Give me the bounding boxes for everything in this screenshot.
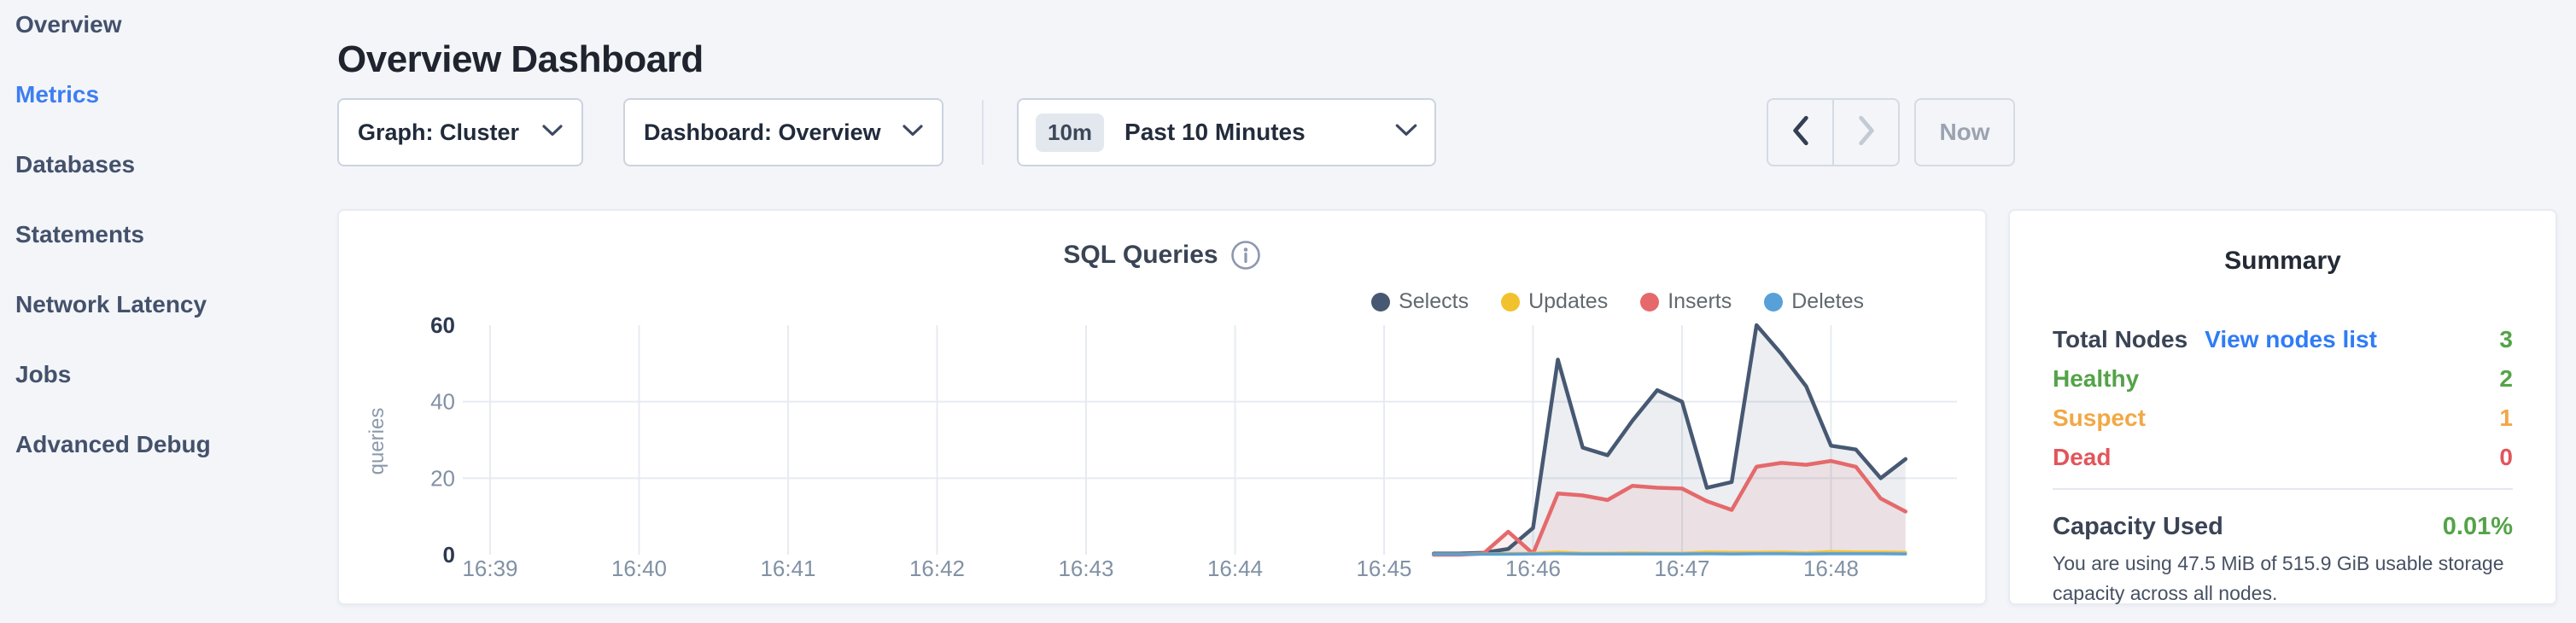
time-range-selector[interactable]: 10m Past 10 Minutes <box>1017 98 1436 166</box>
summary-card: Summary Total Nodes View nodes list 3 He… <box>2008 209 2557 605</box>
summary-row-value: 0 <box>2499 444 2513 470</box>
legend-label: Selects <box>1399 289 1469 313</box>
x-axis-tick-label: 16:44 <box>1207 556 1263 581</box>
legend-label: Deletes <box>1791 289 1864 313</box>
legend-item-selects: Selects <box>1371 289 1469 314</box>
chevron-down-icon <box>542 124 563 141</box>
legend-item-updates: Updates <box>1501 289 1608 314</box>
chevron-down-icon <box>902 124 923 141</box>
sidebar-item-databases[interactable]: Databases <box>15 151 136 178</box>
chevron-down-icon <box>1395 124 1417 141</box>
dashboard-dropdown[interactable]: Dashboard: Overview <box>623 98 943 166</box>
summary-title: Summary <box>2224 247 2341 275</box>
graph-scope-dropdown[interactable]: Graph: Cluster <box>337 98 583 166</box>
time-step-buttons <box>1767 98 1900 166</box>
controls-divider <box>982 100 984 165</box>
legend-item-deletes: Deletes <box>1764 289 1864 314</box>
deletes-series-dot-icon <box>1764 292 1784 312</box>
page-title: Overview Dashboard <box>337 38 704 81</box>
x-axis-tick-label: 16:46 <box>1505 556 1561 581</box>
y-axis-tick-label: 40 <box>430 389 455 415</box>
summary-row-label: Healthy <box>2053 365 2140 392</box>
sidebar-item-advanced-debug[interactable]: Advanced Debug <box>15 431 211 457</box>
capacity-description: You are using 47.5 MiB of 515.9 GiB usab… <box>2053 552 2504 604</box>
summary-row-healthy: Healthy 2 <box>2053 359 2513 399</box>
x-axis-tick-label: 16:45 <box>1356 556 1411 581</box>
sidebar-item-jobs[interactable]: Jobs <box>15 361 72 387</box>
capacity-value: 0.01% <box>2442 512 2513 540</box>
selects-series-dot-icon <box>1371 292 1391 312</box>
summary-row-value: 1 <box>2499 405 2513 431</box>
capacity-row: Capacity Used 0.01% <box>2053 509 2513 544</box>
sidebar-item-metrics[interactable]: Metrics <box>15 81 100 108</box>
x-axis-tick-label: 16:42 <box>909 556 965 581</box>
total-nodes-label: Total Nodes <box>2053 326 2188 352</box>
sidebar-item-network-latency[interactable]: Network Latency <box>15 291 207 317</box>
time-range-label: Past 10 Minutes <box>1124 119 1306 145</box>
info-icon[interactable] <box>1230 240 1261 271</box>
graph-scope-dropdown-label: Graph: Cluster <box>358 119 520 145</box>
summary-row-dead: Dead 0 <box>2053 438 2513 477</box>
capacity-label: Capacity Used <box>2053 512 2223 540</box>
sidebar-item-overview[interactable]: Overview <box>15 11 122 38</box>
x-axis-tick-label: 16:40 <box>611 556 667 581</box>
now-button[interactable]: Now <box>1914 98 2015 166</box>
chart-legend: Selects Updates Inserts Deletes <box>1371 289 1864 314</box>
summary-row-label: Dead <box>2053 444 2112 470</box>
updates-series-dot-icon <box>1501 292 1521 312</box>
legend-label: Inserts <box>1668 289 1732 313</box>
y-axis-title: queries <box>365 408 388 475</box>
sidebar-item-statements[interactable]: Statements <box>15 221 144 247</box>
legend-item-inserts: Inserts <box>1640 289 1732 314</box>
y-axis-tick-label: 0 <box>443 542 455 568</box>
inserts-series-line <box>1431 458 1907 557</box>
summary-row-suspect: Suspect 1 <box>2053 399 2513 438</box>
view-nodes-list-link[interactable]: View nodes list <box>2205 326 2377 352</box>
dashboard-dropdown-label: Dashboard: Overview <box>644 119 881 145</box>
chevron-left-icon <box>1790 114 1811 151</box>
sidebar: Overview Metrics Databases Statements Networ… <box>0 0 337 490</box>
x-axis-tick-label: 16:43 <box>1058 556 1113 581</box>
x-axis-tick-label: 16:48 <box>1803 556 1859 581</box>
y-axis-tick-label: 20 <box>430 465 455 491</box>
sql-queries-chart[interactable]: 16:39 16:40 16:41 16:42 16:43 16:44 16:45 16:46… <box>339 211 1985 603</box>
x-axis-tick-label: 16:41 <box>760 556 815 581</box>
legend-label: Updates <box>1528 289 1609 313</box>
time-step-back-button[interactable] <box>1767 98 1833 166</box>
sql-queries-chart-card: 16:39 16:40 16:41 16:42 16:43 16:44 16:45 16:46… <box>337 209 1987 605</box>
inserts-series-area <box>1434 461 1906 555</box>
chart-title: SQL Queries <box>1063 241 1218 269</box>
y-axis-tick-label: 60 <box>430 312 455 338</box>
x-axis-tick-label: 16:39 <box>462 556 517 581</box>
selects-series-area <box>1434 325 1906 555</box>
summary-row-value: 2 <box>2499 365 2513 392</box>
inserts-series-dot-icon <box>1640 292 1660 312</box>
chevron-right-icon <box>1856 114 1877 151</box>
total-nodes-value: 3 <box>2499 326 2513 352</box>
total-nodes-row: Total Nodes View nodes list 3 <box>2053 320 2513 359</box>
summary-row-label: Suspect <box>2053 405 2146 431</box>
time-range-badge: 10m <box>1036 113 1105 152</box>
time-step-forward-button[interactable] <box>1833 98 1900 166</box>
x-axis-tick-label: 16:47 <box>1654 556 1709 581</box>
selects-series-line <box>1431 323 1907 556</box>
chart-gridlines <box>463 325 1957 555</box>
summary-divider <box>2053 488 2513 490</box>
